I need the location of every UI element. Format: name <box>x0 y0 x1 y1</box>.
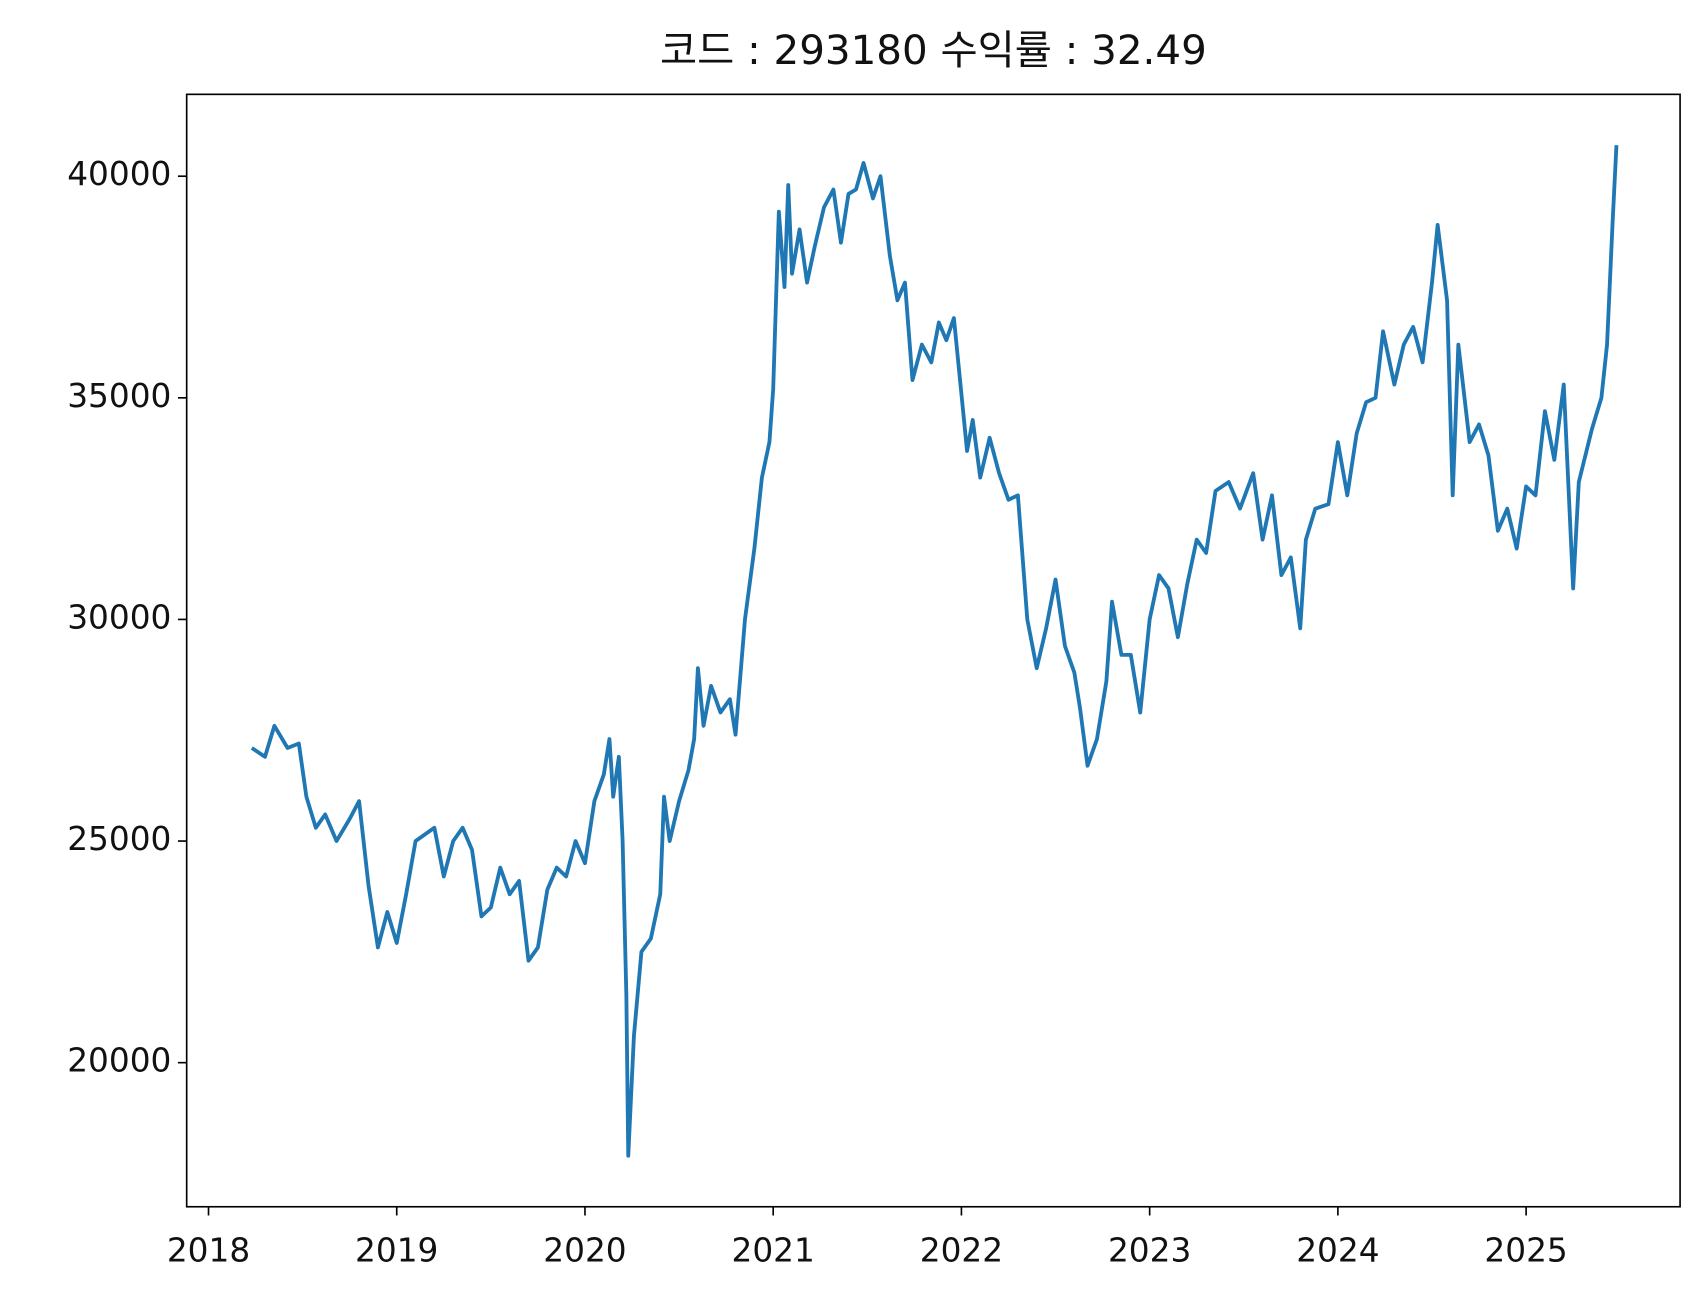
y-tick-label: 35000 <box>67 377 171 415</box>
x-tick-label: 2022 <box>920 1232 1003 1270</box>
plot-frame <box>185 93 1681 1208</box>
chart-title: 코드 : 293180 수익률 : 32.49 <box>660 27 1207 74</box>
y-tick-label: 25000 <box>67 820 171 858</box>
x-tick-label: 2019 <box>355 1232 438 1270</box>
x-tick-label: 2024 <box>1296 1232 1379 1270</box>
x-tick-label: 2018 <box>167 1232 250 1270</box>
price-line <box>250 145 1619 1158</box>
x-tick-label: 2020 <box>543 1232 626 1270</box>
y-tick-label: 40000 <box>67 155 171 193</box>
x-tick-label: 2023 <box>1108 1232 1191 1270</box>
x-tick-label: 2025 <box>1484 1232 1567 1270</box>
y-tick-label: 30000 <box>67 598 171 636</box>
x-tick-label: 2021 <box>732 1232 815 1270</box>
y-tick-label: 20000 <box>67 1042 171 1080</box>
